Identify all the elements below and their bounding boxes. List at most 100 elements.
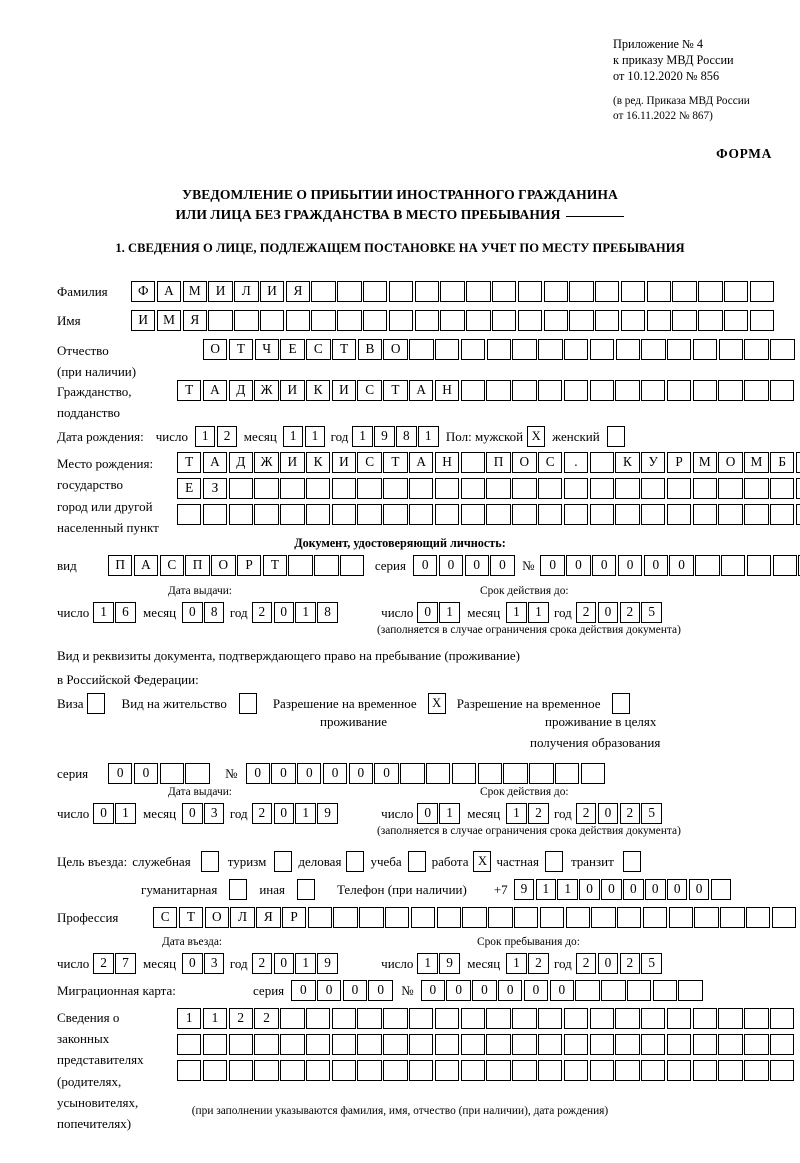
- grid-cell[interactable]: 1: [295, 803, 316, 824]
- purpose-business-checkbox[interactable]: [346, 851, 365, 872]
- grid-cell[interactable]: [177, 504, 202, 525]
- grid-cell[interactable]: А: [409, 452, 434, 473]
- grid-cell[interactable]: М: [156, 310, 182, 331]
- grid-cell[interactable]: [749, 281, 775, 302]
- grid-cell[interactable]: [440, 310, 465, 331]
- grid-cell[interactable]: О: [718, 452, 743, 473]
- grid-cell[interactable]: [798, 555, 800, 576]
- grid-cell[interactable]: 0: [597, 953, 619, 974]
- grid-cell[interactable]: [280, 504, 305, 525]
- grid-cell[interactable]: Р: [666, 452, 692, 473]
- grid-cell[interactable]: 0: [245, 763, 270, 784]
- grid-cell[interactable]: 1: [417, 953, 438, 974]
- grid-cell[interactable]: [388, 310, 414, 331]
- grid-cell[interactable]: М: [182, 281, 207, 302]
- grid-cell[interactable]: [537, 1060, 563, 1081]
- grid-cell[interactable]: [641, 504, 666, 525]
- grid-cell[interactable]: И: [131, 310, 156, 331]
- grid-cell[interactable]: [769, 478, 795, 499]
- grid-cell[interactable]: 1: [295, 953, 316, 974]
- grid-cell[interactable]: [666, 504, 692, 525]
- grid-cell[interactable]: [589, 339, 615, 360]
- grid-cell[interactable]: [580, 763, 606, 784]
- grid-cell[interactable]: 1: [282, 426, 304, 447]
- grid-cell[interactable]: [772, 555, 797, 576]
- grid-cell[interactable]: 9: [317, 803, 338, 824]
- grid-cell[interactable]: [692, 339, 718, 360]
- grid-cell[interactable]: С: [357, 452, 382, 473]
- grid-cell[interactable]: [642, 907, 668, 928]
- grid-cell[interactable]: 0: [579, 879, 600, 900]
- grid-cell[interactable]: [641, 1008, 666, 1029]
- grid-cell[interactable]: [720, 907, 745, 928]
- grid-cell[interactable]: [744, 1060, 769, 1081]
- grid-cell[interactable]: Я: [256, 907, 281, 928]
- visa-checkbox[interactable]: [86, 693, 105, 714]
- grid-cell[interactable]: [589, 478, 614, 499]
- grid-cell[interactable]: [698, 310, 723, 331]
- grid-cell[interactable]: 0: [592, 555, 617, 576]
- grid-cell[interactable]: Т: [331, 339, 357, 360]
- grid-cell[interactable]: А: [202, 380, 228, 401]
- grid-cell[interactable]: Т: [383, 452, 408, 473]
- grid-cell[interactable]: К: [615, 452, 640, 473]
- grid-cell[interactable]: [529, 763, 554, 784]
- purpose-transit-checkbox[interactable]: [622, 851, 641, 872]
- purpose-study-checkbox[interactable]: [407, 851, 426, 872]
- grid-cell[interactable]: [543, 310, 568, 331]
- grid-cell[interactable]: Я: [285, 281, 311, 302]
- grid-cell[interactable]: [434, 504, 460, 525]
- grid-cell[interactable]: 0: [540, 555, 565, 576]
- grid-cell[interactable]: [698, 281, 723, 302]
- grid-cell[interactable]: [745, 907, 771, 928]
- grid-cell[interactable]: [744, 339, 769, 360]
- grid-cell[interactable]: 2: [619, 602, 641, 623]
- grid-cell[interactable]: [517, 281, 543, 302]
- grid-cell[interactable]: 9: [439, 953, 460, 974]
- grid-cell[interactable]: [512, 478, 537, 499]
- grid-cell[interactable]: 2: [575, 953, 597, 974]
- grid-cell[interactable]: [620, 281, 646, 302]
- grid-cell[interactable]: О: [211, 555, 236, 576]
- grid-cell[interactable]: 0: [93, 803, 114, 824]
- grid-cell[interactable]: [537, 1034, 563, 1055]
- grid-cell[interactable]: 1: [115, 803, 136, 824]
- grid-cell[interactable]: 0: [273, 602, 294, 623]
- grid-cell[interactable]: [652, 980, 678, 1001]
- grid-cell[interactable]: 0: [666, 879, 688, 900]
- purpose-humanitarian-checkbox[interactable]: [229, 879, 248, 900]
- grid-cell[interactable]: 0: [374, 763, 399, 784]
- grid-cell[interactable]: [228, 478, 253, 499]
- grid-cell[interactable]: [383, 1060, 408, 1081]
- grid-cell[interactable]: С: [357, 380, 382, 401]
- grid-cell[interactable]: [512, 339, 537, 360]
- grid-cell[interactable]: [460, 1034, 485, 1055]
- birthplace-input-line-3[interactable]: [177, 504, 800, 525]
- grid-cell[interactable]: [512, 1060, 537, 1081]
- grid-cell[interactable]: 0: [322, 763, 348, 784]
- grid-cell[interactable]: [460, 504, 485, 525]
- grid-cell[interactable]: [357, 1034, 382, 1055]
- grid-cell[interactable]: А: [156, 281, 182, 302]
- grid-cell[interactable]: [486, 504, 511, 525]
- grid-cell[interactable]: [491, 310, 517, 331]
- grid-cell[interactable]: 0: [273, 803, 294, 824]
- grid-cell[interactable]: [486, 1008, 511, 1029]
- grid-cell[interactable]: 8: [396, 426, 417, 447]
- grid-cell[interactable]: [589, 504, 614, 525]
- grid-cell[interactable]: [589, 380, 614, 401]
- grid-cell[interactable]: [641, 1060, 666, 1081]
- grid-cell[interactable]: [435, 339, 460, 360]
- grid-cell[interactable]: [615, 1034, 640, 1055]
- grid-cell[interactable]: [744, 504, 769, 525]
- grid-cell[interactable]: 1: [439, 602, 460, 623]
- grid-cell[interactable]: [410, 907, 436, 928]
- grid-cell[interactable]: [280, 478, 305, 499]
- grid-cell[interactable]: [512, 380, 537, 401]
- grid-cell[interactable]: [337, 310, 362, 331]
